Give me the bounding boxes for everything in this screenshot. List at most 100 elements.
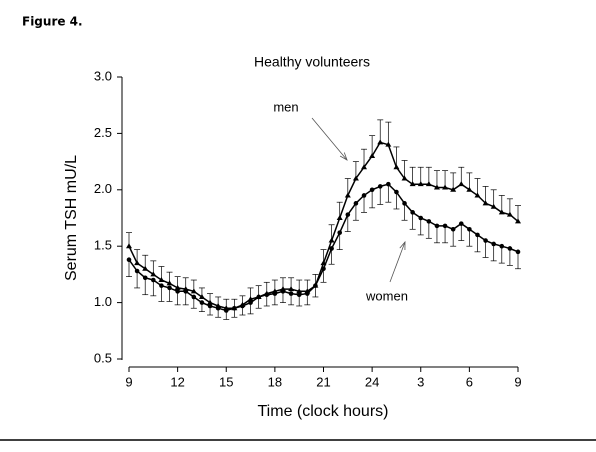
marker [240, 303, 245, 309]
marker [337, 230, 343, 235]
series-label: men [273, 99, 298, 114]
marker [328, 237, 335, 243]
figure-label: Figure 4. [22, 15, 83, 29]
marker [442, 184, 449, 190]
marker [393, 164, 400, 170]
marker [417, 181, 424, 187]
marker [247, 296, 254, 302]
marker [142, 265, 149, 271]
x-tick-label: 15 [219, 374, 233, 389]
marker [198, 293, 205, 299]
marker [401, 175, 408, 181]
marker [272, 291, 278, 296]
marker [353, 201, 359, 206]
y-tick-label: 0.5 [94, 350, 112, 365]
marker [256, 294, 261, 300]
marker [515, 218, 521, 224]
marker [506, 211, 513, 217]
arrow [311, 117, 348, 161]
marker [466, 186, 473, 192]
marker [296, 288, 303, 294]
x-tick-label: 24 [365, 374, 379, 389]
marker [288, 291, 294, 296]
marker [369, 187, 375, 193]
x-tick-label: 21 [316, 374, 330, 389]
y-tick-label: 2.5 [94, 125, 112, 140]
marker [296, 292, 302, 298]
marker [142, 275, 148, 281]
marker [158, 277, 165, 283]
series-label: women [365, 288, 408, 303]
marker [288, 286, 295, 292]
marker [385, 141, 392, 147]
marker [159, 283, 164, 288]
marker [425, 181, 432, 187]
marker [377, 184, 383, 189]
marker [483, 238, 488, 243]
marker [433, 184, 440, 190]
marker [377, 139, 384, 145]
marker [174, 284, 181, 290]
marker [482, 200, 489, 206]
marker [191, 294, 197, 300]
marker [215, 305, 221, 311]
marker [304, 291, 310, 296]
chart-title: Healthy volunteers [254, 54, 370, 70]
marker [207, 303, 213, 309]
marker [458, 181, 465, 187]
x-tick-label: 6 [466, 374, 473, 389]
marker [183, 289, 189, 294]
marker [361, 164, 368, 170]
marker [264, 292, 270, 298]
marker [313, 283, 318, 288]
marker [467, 226, 472, 232]
marker [507, 246, 513, 251]
marker [321, 266, 326, 272]
x-tick-label: 12 [170, 374, 184, 389]
marker [232, 305, 237, 311]
x-tick-label: 9 [514, 374, 521, 389]
marker [207, 299, 214, 305]
marker [126, 257, 132, 263]
marker [352, 175, 359, 181]
y-tick-label: 2.0 [94, 181, 112, 196]
marker [442, 223, 448, 229]
marker [498, 209, 505, 215]
marker [491, 241, 496, 247]
marker [474, 192, 481, 198]
marker [344, 192, 351, 198]
y-tick-label: 1.0 [94, 294, 112, 309]
marker [345, 212, 351, 217]
marker [402, 201, 407, 206]
marker [434, 223, 440, 229]
marker [175, 289, 180, 294]
y-axis-label: Serum TSH mU/L [63, 155, 80, 281]
marker [394, 189, 399, 195]
marker [190, 288, 197, 294]
marker [410, 210, 415, 215]
marker [450, 186, 457, 192]
marker [499, 243, 505, 249]
marker [426, 219, 432, 224]
marker [409, 181, 416, 187]
marker [369, 152, 376, 158]
x-axis-label: Time (clock hours) [258, 403, 389, 420]
marker [126, 243, 132, 249]
y-tick-label: 1.5 [94, 238, 112, 253]
marker [386, 181, 391, 187]
marker [134, 268, 140, 274]
marker [150, 271, 157, 277]
marker [223, 308, 229, 313]
marker [458, 221, 464, 226]
marker [134, 260, 141, 266]
marker [167, 285, 172, 291]
marker [490, 203, 497, 209]
arrow-head [399, 240, 406, 251]
marker [280, 289, 286, 294]
marker [336, 215, 343, 220]
x-tick-label: 18 [268, 374, 282, 389]
x-tick-label: 9 [125, 374, 132, 389]
marker [450, 226, 456, 232]
marker [475, 232, 480, 238]
